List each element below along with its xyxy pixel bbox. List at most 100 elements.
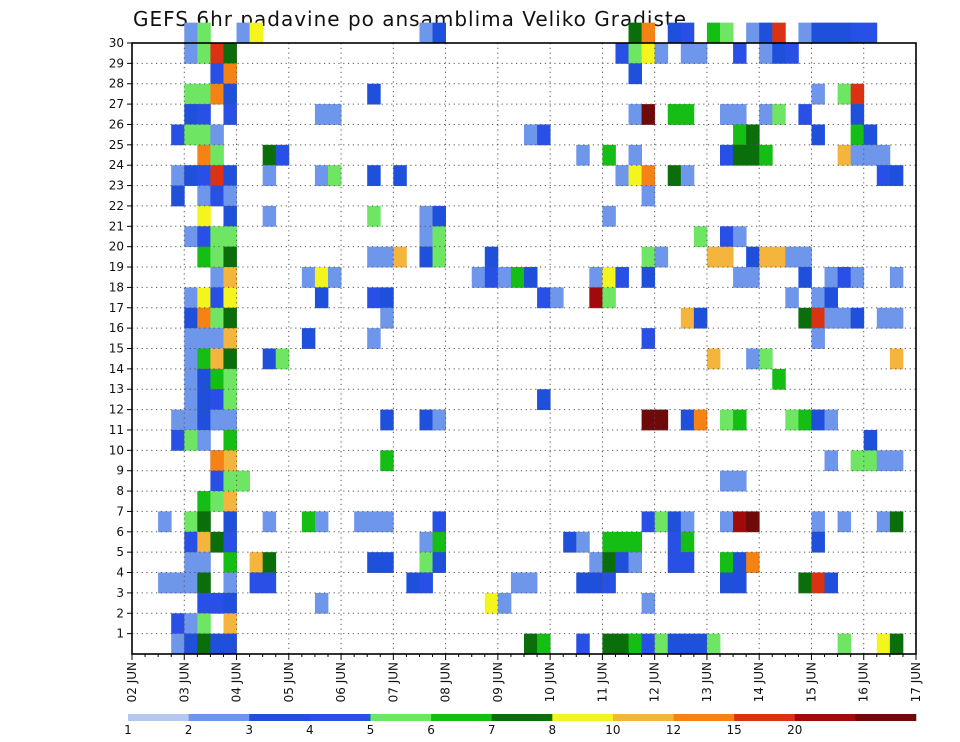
heatmap-cell bbox=[733, 124, 747, 146]
heatmap-cell bbox=[720, 22, 734, 44]
y-tick-label: 2 bbox=[116, 606, 124, 620]
heatmap-cell bbox=[746, 552, 760, 573]
heatmap-cell bbox=[210, 491, 224, 512]
heatmap-cell bbox=[733, 572, 747, 594]
y-tick-label: 25 bbox=[109, 138, 124, 152]
heatmap-cell bbox=[314, 287, 329, 309]
heatmap-cell bbox=[602, 144, 616, 166]
heatmap-cell bbox=[171, 165, 185, 186]
heatmap-cell bbox=[733, 267, 747, 288]
y-axis-ticks: 1234567891011121314151617181920212223242… bbox=[109, 36, 132, 641]
heatmap-cell bbox=[197, 592, 211, 614]
heatmap-cell bbox=[811, 287, 825, 309]
heatmap-cells bbox=[158, 22, 904, 655]
heatmap-cell bbox=[380, 409, 394, 431]
heatmap-cell bbox=[759, 246, 773, 268]
heatmap-cell bbox=[171, 185, 185, 207]
heatmap-cell bbox=[184, 511, 198, 533]
heatmap-cell bbox=[889, 633, 904, 655]
heatmap-cell bbox=[772, 104, 786, 125]
heatmap-cell bbox=[197, 552, 211, 573]
heatmap-cell bbox=[850, 450, 865, 472]
y-tick-label: 18 bbox=[109, 280, 124, 294]
heatmap-cell bbox=[615, 552, 629, 573]
heatmap-cell bbox=[863, 124, 878, 146]
heatmap-cell bbox=[772, 43, 786, 64]
heatmap-cell bbox=[197, 389, 211, 410]
heatmap-cell bbox=[236, 470, 250, 492]
heatmap-cell bbox=[184, 572, 198, 594]
heatmap-cell bbox=[837, 83, 852, 105]
heatmap-cell bbox=[889, 348, 904, 370]
heatmap-cell bbox=[811, 511, 825, 533]
heatmap-cell bbox=[210, 328, 224, 349]
heatmap-cell bbox=[432, 22, 446, 44]
heatmap-cell bbox=[249, 22, 264, 44]
heatmap-cell bbox=[811, 124, 825, 146]
heatmap-cell bbox=[184, 165, 198, 186]
heatmap-cell bbox=[720, 552, 734, 573]
heatmap-cell bbox=[210, 307, 224, 329]
colorbar-label: 4 bbox=[306, 723, 314, 737]
x-tick-label: 02 JUN bbox=[125, 662, 139, 702]
heatmap-cell bbox=[628, 43, 642, 64]
heatmap-cell bbox=[824, 307, 838, 329]
heatmap-cell bbox=[197, 613, 211, 635]
heatmap-cell bbox=[484, 267, 499, 288]
heatmap-cell bbox=[785, 246, 799, 268]
heatmap-cell bbox=[236, 22, 250, 44]
heatmap-cell bbox=[733, 43, 747, 64]
heatmap-cell bbox=[706, 246, 721, 268]
heatmap-cell bbox=[654, 246, 669, 268]
heatmap-cell bbox=[876, 633, 891, 655]
heatmap-cell bbox=[667, 511, 682, 533]
heatmap-cell bbox=[419, 552, 433, 573]
heatmap-cell bbox=[210, 267, 224, 288]
heatmap-cell bbox=[367, 246, 381, 268]
heatmap-cell bbox=[772, 246, 786, 268]
colorbar-swatch bbox=[188, 714, 250, 721]
heatmap-cell bbox=[419, 246, 433, 268]
heatmap-cell bbox=[524, 124, 538, 146]
heatmap-cell bbox=[850, 307, 865, 329]
heatmap-cell bbox=[197, 205, 211, 227]
heatmap-cell bbox=[641, 633, 656, 655]
heatmap-cell bbox=[602, 205, 616, 227]
y-tick-label: 29 bbox=[109, 56, 124, 70]
heatmap-cell bbox=[615, 267, 629, 288]
heatmap-cell bbox=[197, 185, 211, 207]
heatmap-cell bbox=[223, 613, 237, 635]
heatmap-cell bbox=[641, 22, 656, 44]
heatmap-cell bbox=[158, 511, 172, 533]
x-tick-label: 15 JUN bbox=[804, 662, 818, 702]
y-tick-label: 14 bbox=[109, 362, 124, 376]
heatmap-cell bbox=[706, 348, 721, 370]
y-tick-label: 15 bbox=[109, 342, 124, 356]
colorbar-swatch bbox=[552, 714, 614, 721]
heatmap-cell bbox=[210, 368, 224, 390]
colorbar-swatch bbox=[431, 714, 492, 721]
heatmap-cell bbox=[641, 409, 656, 431]
heatmap-cell bbox=[432, 511, 446, 533]
heatmap-cell bbox=[680, 633, 695, 655]
heatmap-cell bbox=[184, 83, 198, 105]
x-tick-label: 03 JUN bbox=[177, 662, 191, 702]
heatmap-cell bbox=[367, 287, 381, 309]
heatmap-cell bbox=[223, 267, 237, 288]
heatmap-cell bbox=[537, 389, 551, 410]
colorbar-label: 2 bbox=[185, 723, 193, 737]
heatmap-cell bbox=[171, 572, 185, 594]
heatmap-cell bbox=[811, 328, 825, 349]
colorbar-swatch bbox=[249, 714, 311, 721]
colorbar-label: 8 bbox=[548, 723, 556, 737]
heatmap-cell bbox=[641, 592, 656, 614]
heatmap-cell bbox=[785, 43, 799, 64]
y-tick-label: 22 bbox=[109, 199, 124, 213]
heatmap-cell bbox=[720, 572, 734, 594]
heatmap-cell bbox=[772, 368, 786, 390]
heatmap-cell bbox=[733, 144, 747, 166]
heatmap-cell bbox=[197, 531, 211, 553]
heatmap-cell bbox=[693, 226, 708, 248]
heatmap-cell bbox=[746, 22, 760, 44]
heatmap-cell bbox=[328, 104, 342, 125]
